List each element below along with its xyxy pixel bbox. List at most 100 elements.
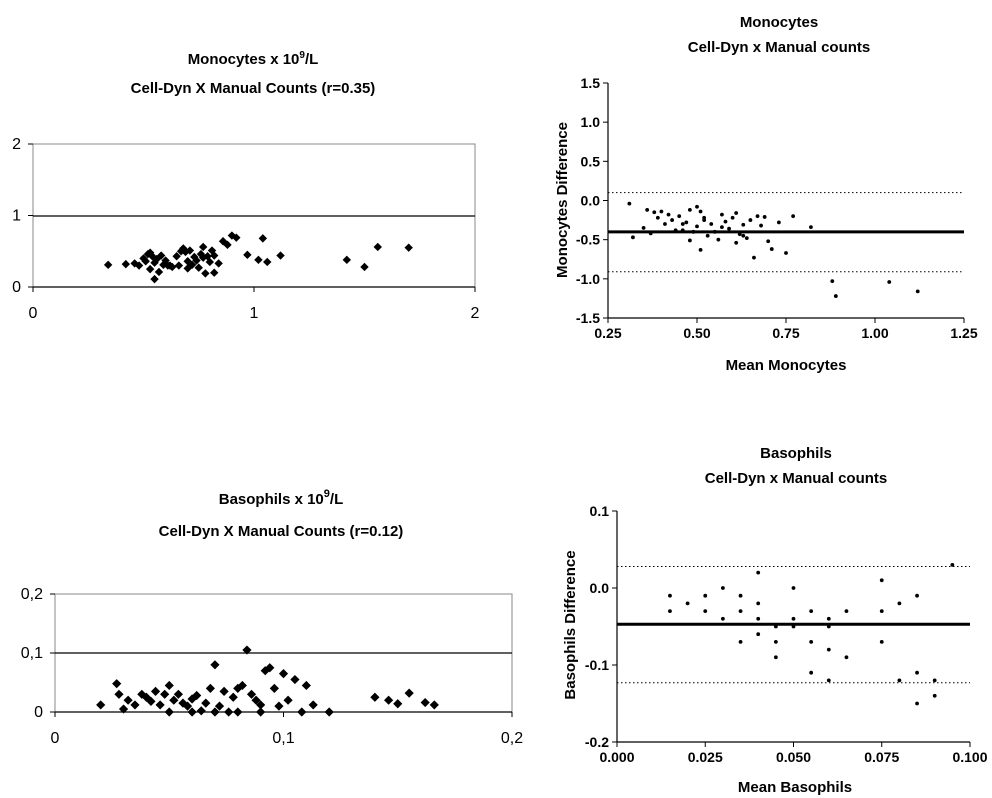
basophils-ba-x-tick-label: 0.025 <box>688 749 723 765</box>
basophils-scatter-data-point <box>290 674 300 685</box>
monocytes-ba-data-point <box>648 231 653 236</box>
basophils-ba-x-label: Mean Basophils <box>738 779 852 796</box>
monocytes-scatter-data-point <box>360 262 369 272</box>
basophils-scatter-data-point <box>265 663 275 673</box>
monocytes-ba-data-point <box>755 214 760 219</box>
monocytes-ba-data-point <box>687 208 692 212</box>
monocytes-scatter-data-point <box>232 233 241 242</box>
basophils-ba-data-point <box>915 701 919 706</box>
monocytes-scatter-data-point <box>152 254 161 264</box>
basophils-ba-y-tick-label: 0.0 <box>590 580 610 596</box>
monocytes-ba-subtitle: Cell-Dyn x Manual counts <box>688 39 871 56</box>
monocytes-ba-data-point <box>666 212 671 217</box>
basophils-scatter-data-point <box>256 707 266 717</box>
basophils-scatter-data-point <box>155 700 165 710</box>
basophils-scatter-y-tick-label: 0 <box>34 704 43 721</box>
basophils-ba-data-point <box>756 601 761 606</box>
basophils-scatter-data-point <box>429 700 439 710</box>
monocytes-ba-data-point <box>631 235 635 240</box>
basophils-scatter-data-point <box>169 695 179 705</box>
basophils-scatter-data-point <box>164 707 174 717</box>
monocytes-ba-x-label: Mean Monocytes <box>726 357 847 374</box>
basophils-ba-subtitle: Cell-Dyn x Manual counts <box>705 470 888 487</box>
monocytes-ba-data-point <box>627 201 632 206</box>
basophils-scatter-data-point <box>96 700 106 710</box>
monocytes-ba-data-point <box>730 215 735 220</box>
monocytes-ba-data-point <box>641 226 646 230</box>
monocytes-ba-data-point <box>652 210 657 215</box>
monocytes-ba-data-point <box>766 239 771 244</box>
basophils-ba-data-point <box>791 624 796 629</box>
monocytes-scatter-x-ticks: 0 1 2 <box>29 287 480 322</box>
monocytes-ba-data-point <box>720 212 724 217</box>
monocytes-ba-y-tick-label: 1.5 <box>581 75 601 91</box>
basophils-scatter-data-point <box>123 695 133 705</box>
basophils-scatter-data-point <box>297 707 307 717</box>
basophils-scatter-data-point <box>160 689 170 699</box>
basophils-ba-data-point <box>915 593 919 598</box>
basophils-ba-data-point <box>844 655 849 660</box>
basophils-scatter-y-tick-label: 0,1 <box>21 645 43 662</box>
basophils-scatter-points <box>96 645 439 717</box>
monocytes-scatter-title-line1: Monocytes x 109/L <box>188 50 319 68</box>
basophils-ba-data-point <box>844 609 849 613</box>
monocytes-scatter-points <box>103 231 413 284</box>
monocytes-ba-data-point <box>659 209 664 214</box>
monocytes-ba-data-point <box>695 224 699 229</box>
monocytes-ba-y-tick-label: -1.5 <box>576 310 600 326</box>
basophils-ba-panel: Basophils Cell-Dyn x Manual counts -0.2-… <box>562 445 988 796</box>
basophils-scatter-data-point <box>246 689 257 699</box>
basophils-ba-data-point <box>738 593 743 598</box>
basophils-scatter-data-point <box>256 700 266 710</box>
monocytes-scatter-data-point <box>207 246 217 255</box>
monocytes-ba-x-ticks: 0.25 0.50 0.75 1.00 1.25 <box>594 318 978 341</box>
basophils-ba-points <box>668 563 955 706</box>
basophils-ba-data-point <box>773 655 778 660</box>
basophils-ba-x-tick-label: 0.050 <box>776 749 811 765</box>
monocytes-scatter-data-point <box>205 257 214 267</box>
monocytes-ba-x-tick-label: 0.25 <box>594 325 621 341</box>
basophils-ba-data-point <box>826 678 831 683</box>
monocytes-ba-data-point <box>759 223 763 228</box>
basophils-scatter-data-point <box>112 679 122 689</box>
basophils-scatter-x-tick-label: 0,1 <box>272 730 294 747</box>
basophils-ba-data-point <box>826 616 831 621</box>
monocytes-scatter-data-point <box>141 257 150 266</box>
monocytes-ba-y-tick-label: -1.0 <box>576 271 600 287</box>
monocytes-ba-data-point <box>748 218 753 222</box>
basophils-scatter-data-point <box>404 688 414 698</box>
monocytes-ba-panel: Monocytes Cell-Dyn x Manual counts -1.5-… <box>554 14 978 374</box>
monocytes-scatter-data-point <box>198 253 208 262</box>
monocytes-ba-data-point <box>791 214 796 219</box>
basophils-scatter-x-tick-label: 0,2 <box>501 730 523 747</box>
basophils-scatter-data-point <box>260 666 270 676</box>
basophils-ba-data-point <box>721 616 725 621</box>
monocytes-scatter-title-line2: Cell-Dyn X Manual Counts (r=0.35) <box>131 80 376 97</box>
monocytes-scatter-y-tick-label: 2 <box>12 136 21 153</box>
monocytes-scatter-data-point <box>254 255 263 265</box>
monocytes-scatter-data-point <box>172 252 181 261</box>
basophils-scatter-data-point <box>274 701 284 711</box>
monocytes-ba-data-point <box>833 294 838 298</box>
basophils-scatter-data-point <box>146 696 156 706</box>
monocytes-ba-data-point <box>723 219 728 224</box>
monocytes-ba-data-point <box>680 222 685 226</box>
monocytes-scatter-y-ticks: 0 1 2 <box>12 136 33 296</box>
monocytes-ba-data-point <box>734 211 739 215</box>
basophils-ba-x-tick-label: 0.000 <box>599 749 634 765</box>
basophils-ba-data-point <box>773 624 778 629</box>
basophils-ba-data-point <box>668 609 672 613</box>
basophils-ba-data-point <box>897 678 902 683</box>
monocytes-scatter-data-point <box>183 257 192 266</box>
basophils-ba-data-point <box>932 693 937 698</box>
monocytes-ba-data-point <box>670 218 674 222</box>
monocytes-scatter-data-point <box>214 259 223 268</box>
monocytes-ba-data-point <box>698 209 703 214</box>
monocytes-scatter-data-point <box>194 263 203 272</box>
monocytes-scatter-data-point <box>121 259 131 269</box>
monocytes-scatter-data-point <box>174 261 184 270</box>
basophils-scatter-data-point <box>210 707 220 717</box>
monocytes-ba-data-point <box>784 251 788 255</box>
monocytes-ba-data-point <box>716 237 721 242</box>
